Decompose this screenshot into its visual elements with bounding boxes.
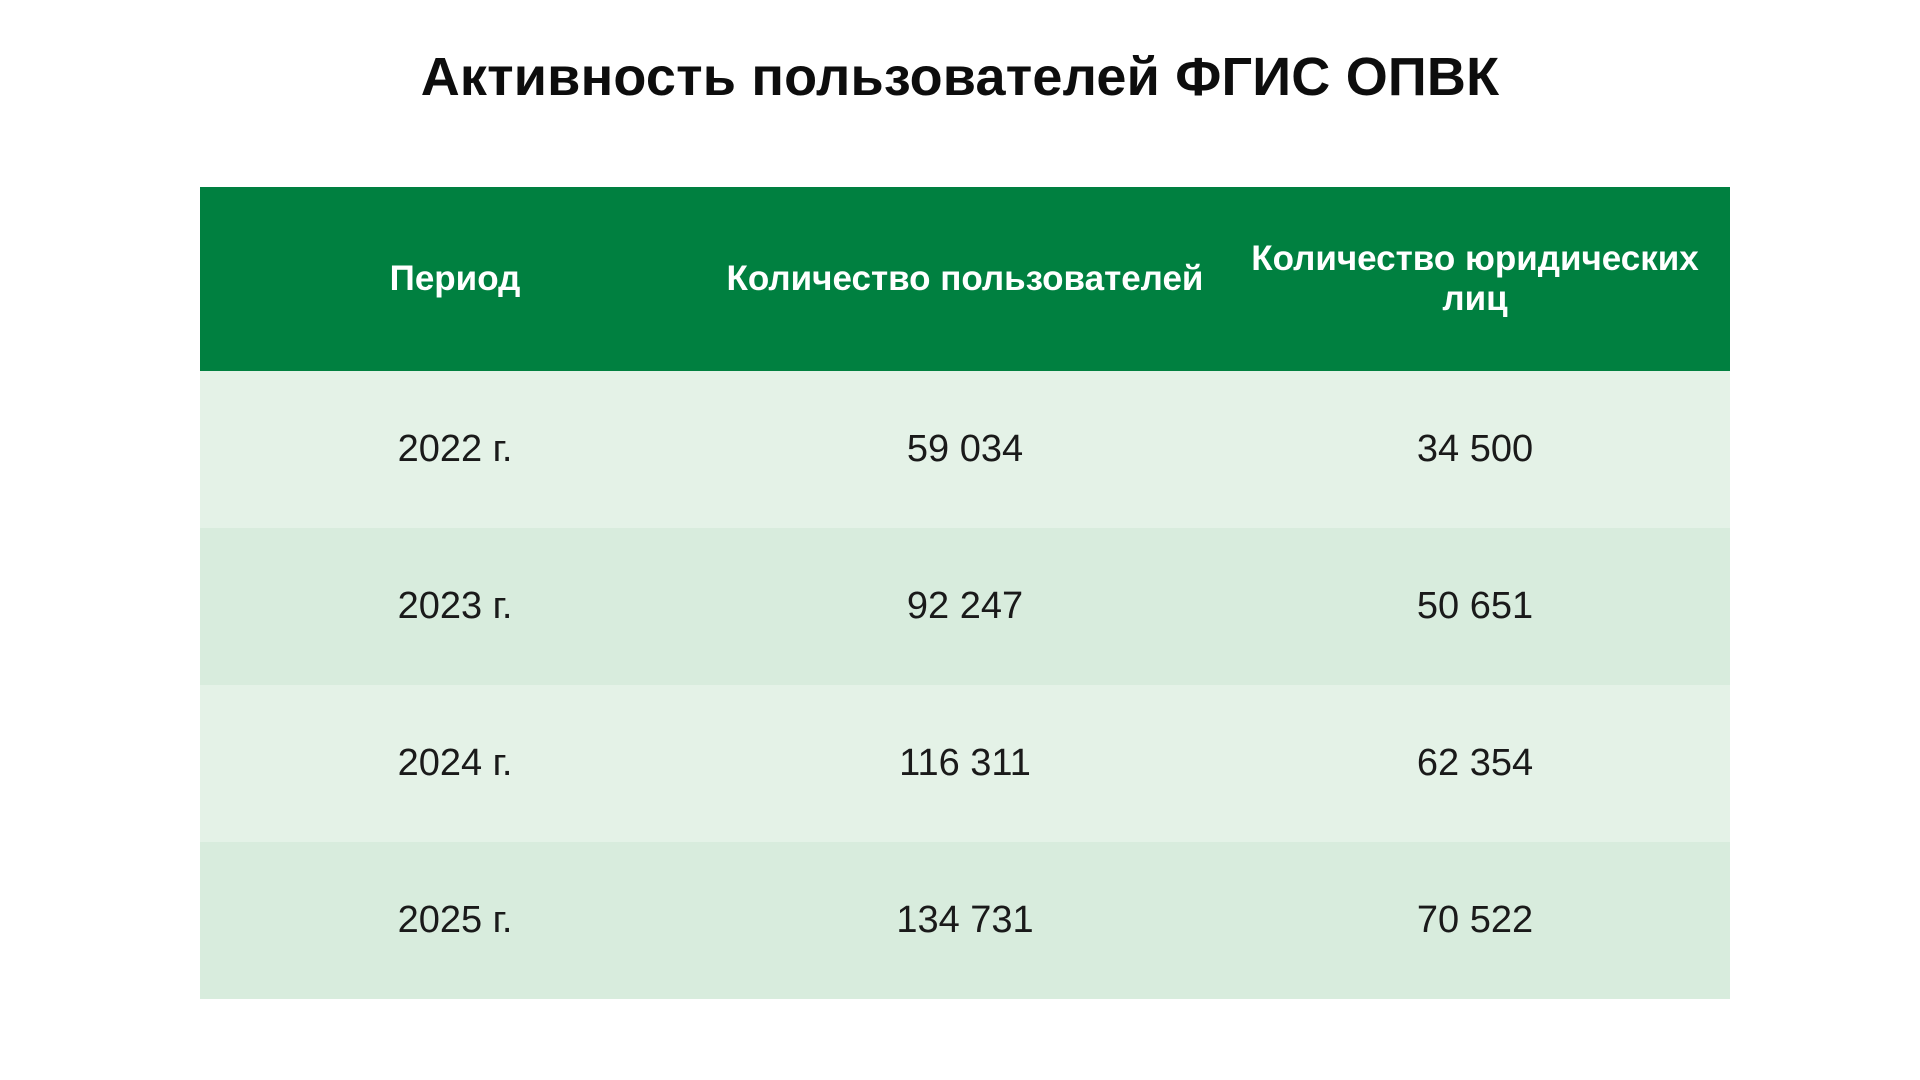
column-header-users: Количество пользователей [726,259,1204,298]
cell-legal-entities: 34 500 [1416,428,1534,470]
cell-legal-entities: 50 651 [1416,585,1534,627]
table-header-row: Период Количество пользователей Количест… [200,187,1730,371]
page-title: Активность пользователей ФГИС ОПВК [420,47,1500,107]
cell-period: 2023 г. [397,585,513,627]
table-row: 2024 г. 116 311 62 354 [200,685,1730,842]
cell-users: 92 247 [906,585,1024,627]
cell-users: 116 311 [899,742,1031,784]
table-row: 2025 г. 134 731 70 522 [200,842,1730,999]
column-header-legal-entities: Количество юридических лиц [1251,239,1699,318]
cell-users: 59 034 [906,428,1024,470]
cell-users: 134 731 [896,899,1034,941]
cell-legal-entities: 62 354 [1416,742,1534,784]
table-row: 2023 г. 92 247 50 651 [200,528,1730,685]
cell-period: 2022 г. [397,428,513,470]
users-activity-table: Период Количество пользователей Количест… [200,187,1730,999]
cell-legal-entities: 70 522 [1416,899,1534,941]
cell-period: 2024 г. [397,742,513,784]
cell-period: 2025 г. [397,899,513,941]
column-header-period: Период [389,259,521,298]
table-row: 2022 г. 59 034 34 500 [200,371,1730,528]
